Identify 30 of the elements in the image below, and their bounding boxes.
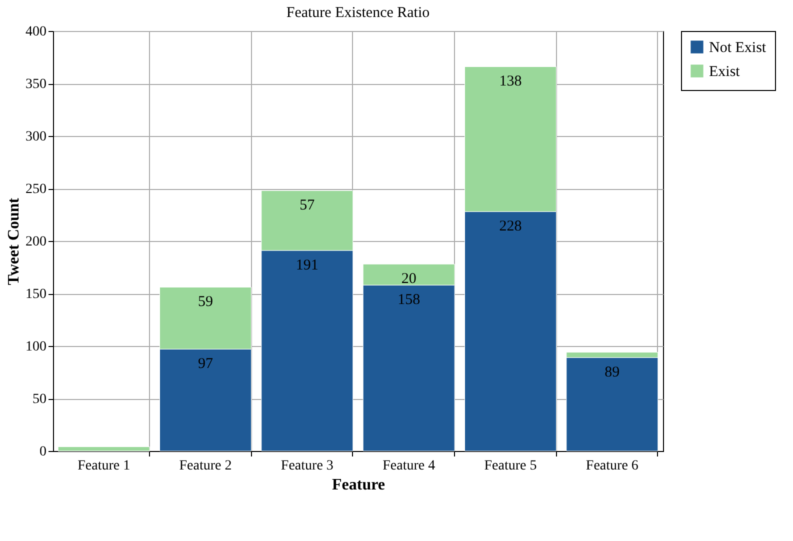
- y-tick-label: 200: [26, 234, 46, 250]
- data-label: 57: [300, 198, 316, 214]
- x-tick-label: Feature 3: [280, 458, 334, 474]
- y-tick-label: 150: [26, 287, 46, 302]
- y-tick-label: 300: [26, 130, 46, 144]
- data-label: 138: [499, 74, 522, 90]
- x-axis-title: Feature: [332, 476, 386, 494]
- y-tick-label: 400: [26, 24, 46, 40]
- data-label: 191: [296, 257, 318, 274]
- y-tick-label: 350: [26, 77, 46, 92]
- y-axis-title: Tweet Count: [6, 197, 22, 286]
- x-tick-label: Feature 5: [484, 458, 537, 474]
- data-label: 158: [398, 292, 420, 308]
- data-label: 228: [499, 218, 522, 235]
- x-tick-label: Feature 1: [78, 458, 130, 474]
- y-tick-label: 250: [26, 182, 46, 197]
- y-tick-label: 100: [26, 340, 46, 354]
- legend-label: Not Exist: [709, 40, 767, 56]
- x-tick-label: Feature 4: [382, 458, 436, 474]
- y-tick-label: 0: [40, 444, 46, 460]
- data-label: 97: [198, 356, 214, 372]
- data-label: 20: [401, 271, 416, 288]
- x-tick-label: Feature 6: [586, 458, 638, 474]
- legend-label: Exist: [709, 64, 741, 80]
- y-tick-label: 50: [32, 392, 46, 407]
- x-tick-label: Feature 2: [179, 458, 232, 474]
- data-label: 89: [604, 364, 620, 381]
- chart-title: Feature Existence Ratio: [286, 5, 430, 21]
- bar: [58, 446, 150, 452]
- data-label: 59: [198, 294, 213, 310]
